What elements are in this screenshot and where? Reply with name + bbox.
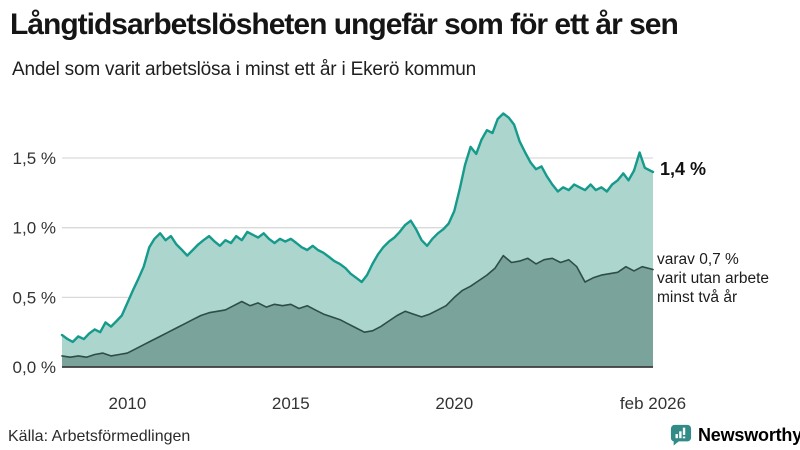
chart-subtitle: Andel som varit arbetslösa i minst ett å… (12, 59, 476, 80)
secondary-series-annotation: varav 0,7 % varit utan arbete minst två … (657, 250, 769, 307)
newsworthy-logo: Newsworthy (670, 424, 800, 446)
secondary-annotation-line-2: varit utan arbete (657, 270, 770, 287)
svg-text:1,5 %: 1,5 % (13, 149, 56, 168)
secondary-annotation-line-1: varav 0,7 % (657, 251, 739, 268)
svg-text:0,0 %: 0,0 % (13, 358, 56, 377)
svg-text:2020: 2020 (435, 394, 473, 413)
svg-text:1,0 %: 1,0 % (13, 219, 56, 238)
secondary-annotation-line-3: minst två år (657, 289, 738, 306)
svg-text:2015: 2015 (272, 394, 310, 413)
svg-text:2010: 2010 (108, 394, 146, 413)
svg-text:feb 2026: feb 2026 (620, 394, 686, 413)
newsworthy-wordmark: Newsworthy (698, 424, 800, 445)
newsworthy-chart-bubble-icon (670, 424, 692, 446)
latest-value-annotation: 1,4 % (660, 159, 707, 179)
page-title: Långtidsarbetslösheten ungefär som för e… (10, 8, 679, 41)
source-attribution: Källa: Arbetsförmedlingen (8, 428, 191, 445)
svg-text:0,5 %: 0,5 % (13, 288, 56, 307)
